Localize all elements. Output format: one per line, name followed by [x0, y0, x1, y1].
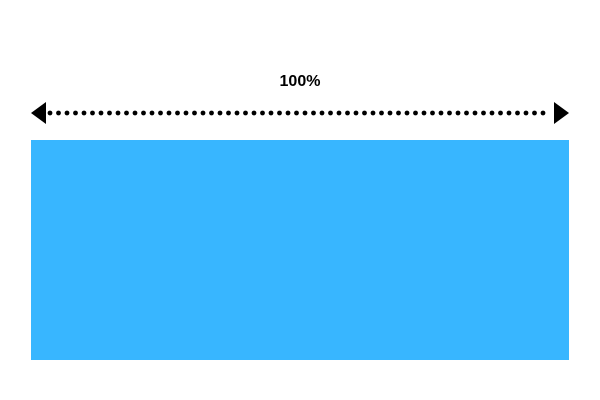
dot — [209, 110, 214, 116]
dot — [532, 110, 537, 116]
dot — [260, 110, 265, 116]
dot — [294, 110, 299, 116]
dot — [396, 110, 401, 116]
dot — [277, 110, 282, 116]
dot — [421, 110, 427, 116]
left-arrowhead-icon — [31, 102, 46, 124]
dot — [319, 110, 325, 116]
dot — [107, 110, 112, 116]
dot — [302, 110, 308, 116]
dot — [124, 110, 129, 116]
dot — [464, 110, 469, 116]
dot — [387, 110, 393, 116]
full-width-box — [31, 140, 569, 360]
dot — [540, 110, 546, 116]
dot — [73, 110, 78, 116]
width-label: 100% — [279, 73, 321, 90]
dot — [141, 110, 146, 116]
dot — [175, 110, 180, 116]
dot — [115, 110, 121, 116]
dot — [285, 110, 291, 116]
dot — [498, 110, 503, 116]
dot — [149, 110, 155, 116]
dot — [345, 110, 350, 116]
dot — [413, 110, 418, 116]
dot — [438, 110, 444, 116]
width-dimension-arrow — [31, 102, 569, 124]
dot — [404, 110, 410, 116]
right-arrowhead-icon — [554, 102, 569, 124]
dot — [506, 110, 512, 116]
dotted-line — [47, 110, 546, 116]
dot — [98, 110, 104, 116]
dot — [268, 110, 274, 116]
dot — [489, 110, 495, 116]
dot — [447, 110, 452, 116]
dot — [47, 110, 53, 116]
dot — [472, 110, 478, 116]
dot — [226, 110, 231, 116]
dot — [481, 110, 486, 116]
dot — [370, 110, 376, 116]
dot — [90, 110, 95, 116]
dot — [328, 110, 333, 116]
dot — [183, 110, 189, 116]
dot — [158, 110, 163, 116]
dot — [64, 110, 70, 116]
dot — [217, 110, 223, 116]
dot — [234, 110, 240, 116]
dot — [132, 110, 138, 116]
dot — [336, 110, 342, 116]
dot — [379, 110, 384, 116]
dot — [243, 110, 248, 116]
dot — [81, 110, 87, 116]
dot — [166, 110, 172, 116]
dot — [192, 110, 197, 116]
dot — [311, 110, 316, 116]
dot — [430, 110, 435, 116]
dot — [455, 110, 461, 116]
dot — [515, 110, 520, 116]
dot — [353, 110, 359, 116]
dot — [523, 110, 529, 116]
dot — [56, 110, 61, 116]
dot — [251, 110, 257, 116]
dot — [362, 110, 367, 116]
dot — [200, 110, 206, 116]
